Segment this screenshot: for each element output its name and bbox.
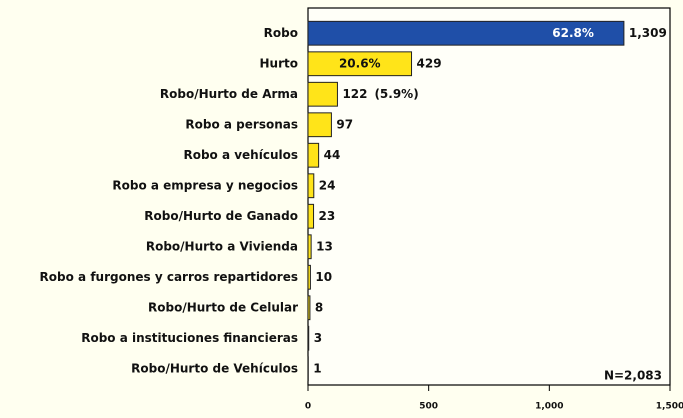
value-label: 122 <box>342 87 367 101</box>
percent-label: 20.6% <box>339 56 381 70</box>
value-label: 44 <box>324 148 341 162</box>
bar <box>307 112 332 138</box>
bar <box>307 51 413 77</box>
bar <box>307 81 338 107</box>
category-label: Hurto <box>260 56 298 70</box>
category-label: Robo/Hurto de Vehículos <box>131 361 298 375</box>
x-tick-label: 1,000 <box>535 402 563 412</box>
value-label: 10 <box>315 270 332 284</box>
x-tick-label: 1,500 <box>656 402 683 412</box>
bar <box>307 142 320 168</box>
category-label: Robo a furgones y carros repartidores <box>40 270 298 284</box>
bar <box>307 264 311 290</box>
bar <box>307 295 311 321</box>
bar <box>307 325 310 351</box>
bar <box>307 173 315 199</box>
bar <box>307 203 315 229</box>
value-label: 3 <box>314 331 322 345</box>
value-label: 97 <box>336 117 353 131</box>
bar <box>307 20 625 46</box>
bar <box>307 234 312 260</box>
category-label: Robo <box>264 26 298 40</box>
value-label: 429 <box>417 56 442 70</box>
value-label: 8 <box>315 300 323 314</box>
x-tick-label: 0 <box>305 402 311 412</box>
category-label: Robo a vehículos <box>183 148 298 162</box>
category-label: Robo/Hurto de Ganado <box>144 209 298 223</box>
percent-label: (5.9%) <box>374 87 418 101</box>
category-label: Robo a empresa y negocios <box>112 178 298 192</box>
category-label: Robo/Hurto a Vivienda <box>146 239 298 253</box>
value-label: 1 <box>313 361 321 375</box>
value-label: 23 <box>319 209 336 223</box>
category-label: Robo/Hurto de Celular <box>148 300 298 314</box>
category-label: Robo/Hurto de Arma <box>160 87 298 101</box>
annotation: N=2,083 <box>604 369 662 383</box>
category-label: Robo a instituciones financieras <box>81 331 298 345</box>
value-label: 24 <box>319 178 336 192</box>
value-label: 1,309 <box>629 26 667 40</box>
percent-label: 62.8% <box>552 26 594 40</box>
category-label: Robo a personas <box>185 117 298 131</box>
x-tick-label: 500 <box>419 402 438 412</box>
value-label: 13 <box>316 239 333 253</box>
